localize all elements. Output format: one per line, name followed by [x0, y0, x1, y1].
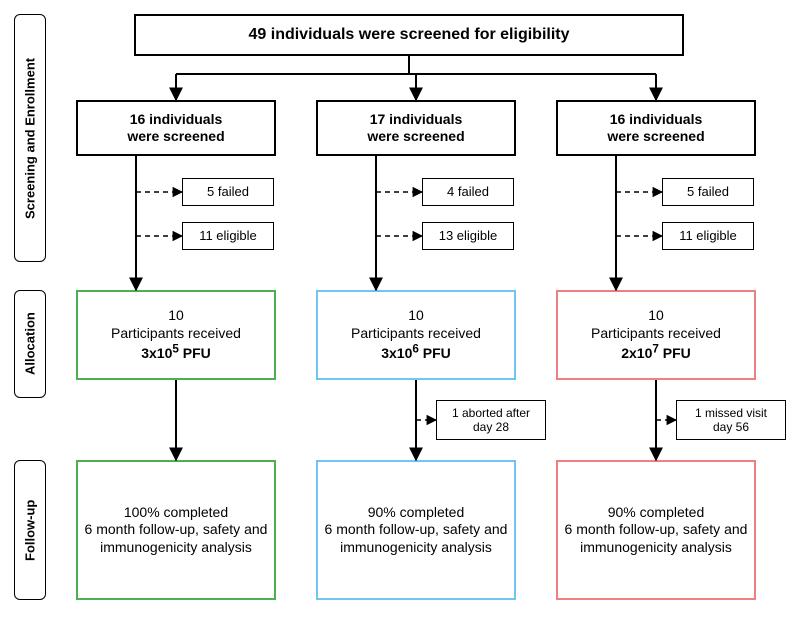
cohort3-followup-rest: 6 month follow-up, safety and immunogeni…: [565, 521, 748, 555]
cohort1-screened: 16 individuals were screened: [76, 100, 276, 156]
cohort1-followup-pct: 100% completed: [124, 504, 228, 520]
cohort3-alloc-label: Participants received: [591, 325, 721, 341]
cohort3-failed: 5 failed: [662, 178, 754, 206]
phase-screening-label: Screening and Enrollment: [23, 57, 38, 218]
cohort1-failed-text: 5 failed: [207, 184, 249, 200]
cohort2-screened: 17 individuals were screened: [316, 100, 516, 156]
cohort3-followup: 90% completed 6 month follow-up, safety …: [556, 460, 756, 600]
cohort2-note-text: 1 aborted after day 28: [445, 406, 537, 435]
cohort3-note-text: 1 missed visit day 56: [685, 406, 777, 435]
cohort1-eligible: 11 eligible: [182, 222, 274, 250]
cohort3-dose-base: 2x10: [621, 345, 652, 361]
top-screened-box: 49 individuals were screened for eligibi…: [134, 14, 684, 56]
cohort2-allocation: 10 Participants received 3x106 PFU: [316, 290, 516, 380]
cohort2-note: 1 aborted after day 28: [436, 400, 546, 440]
cohort1-screened-sub: were screened: [127, 128, 224, 144]
cohort1-alloc-label: Participants received: [111, 325, 241, 341]
phase-allocation-label: Allocation: [23, 313, 38, 376]
cohort2-eligible-text: 13 eligible: [439, 228, 498, 244]
cohort2-failed-text: 4 failed: [447, 184, 489, 200]
cohort3-screened-n: 16 individuals: [610, 111, 703, 127]
phase-screening: Screening and Enrollment: [14, 14, 46, 262]
cohort3-note: 1 missed visit day 56: [676, 400, 786, 440]
cohort3-allocation: 10 Participants received 2x107 PFU: [556, 290, 756, 380]
phase-followup-label: Follow-up: [23, 499, 38, 560]
cohort2-failed: 4 failed: [422, 178, 514, 206]
cohort3-screened-sub: were screened: [607, 128, 704, 144]
cohort3-followup-pct: 90% completed: [608, 504, 705, 520]
cohort3-alloc-n: 10: [648, 307, 664, 323]
cohort3-eligible: 11 eligible: [662, 222, 754, 250]
top-screened-text: 49 individuals were screened for eligibi…: [249, 25, 570, 45]
cohort2-alloc-n: 10: [408, 307, 424, 323]
cohort1-alloc-n: 10: [168, 307, 184, 323]
cohort1-followup: 100% completed 6 month follow-up, safety…: [76, 460, 276, 600]
phase-allocation: Allocation: [14, 290, 46, 398]
cohort1-failed: 5 failed: [182, 178, 274, 206]
flowchart-canvas: Screening and Enrollment Allocation Foll…: [0, 0, 794, 617]
cohort2-followup-rest: 6 month follow-up, safety and immunogeni…: [325, 521, 508, 555]
cohort1-allocation: 10 Participants received 3x105 PFU: [76, 290, 276, 380]
cohort3-screened: 16 individuals were screened: [556, 100, 756, 156]
cohort1-followup-rest: 6 month follow-up, safety and immunogeni…: [85, 521, 268, 555]
cohort3-dose-unit: PFU: [659, 345, 691, 361]
cohort2-eligible: 13 eligible: [422, 222, 514, 250]
phase-followup: Follow-up: [14, 460, 46, 600]
cohort1-eligible-text: 11 eligible: [199, 228, 257, 244]
cohort2-screened-n: 17 individuals: [370, 111, 463, 127]
cohort2-dose-base: 3x10: [381, 345, 412, 361]
cohort2-alloc-label: Participants received: [351, 325, 481, 341]
cohort1-screened-n: 16 individuals: [130, 111, 223, 127]
cohort2-dose-unit: PFU: [419, 345, 451, 361]
cohort2-followup-pct: 90% completed: [368, 504, 465, 520]
cohort3-eligible-text: 11 eligible: [679, 228, 737, 244]
cohort1-dose-base: 3x10: [141, 345, 172, 361]
cohort1-dose-unit: PFU: [179, 345, 211, 361]
cohort3-failed-text: 5 failed: [687, 184, 729, 200]
cohort2-followup: 90% completed 6 month follow-up, safety …: [316, 460, 516, 600]
cohort2-screened-sub: were screened: [367, 128, 464, 144]
